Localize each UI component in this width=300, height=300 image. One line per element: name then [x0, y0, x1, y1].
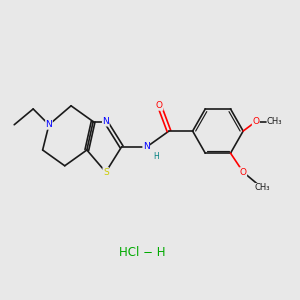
Text: N: N: [102, 117, 109, 126]
Text: S: S: [103, 168, 109, 177]
Text: N: N: [143, 142, 150, 151]
Text: CH₃: CH₃: [254, 183, 270, 192]
Text: HCl − H: HCl − H: [119, 246, 165, 259]
Text: O: O: [156, 101, 163, 110]
Text: O: O: [252, 117, 259, 126]
Text: CH₃: CH₃: [267, 117, 283, 126]
Text: H: H: [153, 152, 159, 161]
Text: N: N: [46, 120, 52, 129]
Text: O: O: [240, 168, 247, 177]
